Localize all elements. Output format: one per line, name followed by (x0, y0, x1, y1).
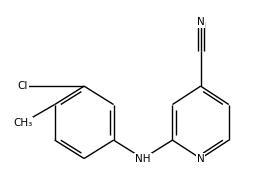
Text: NH: NH (135, 154, 151, 163)
Text: N: N (197, 17, 205, 27)
Text: CH₃: CH₃ (13, 118, 32, 128)
Text: N: N (197, 154, 205, 163)
Text: Cl: Cl (18, 81, 28, 91)
